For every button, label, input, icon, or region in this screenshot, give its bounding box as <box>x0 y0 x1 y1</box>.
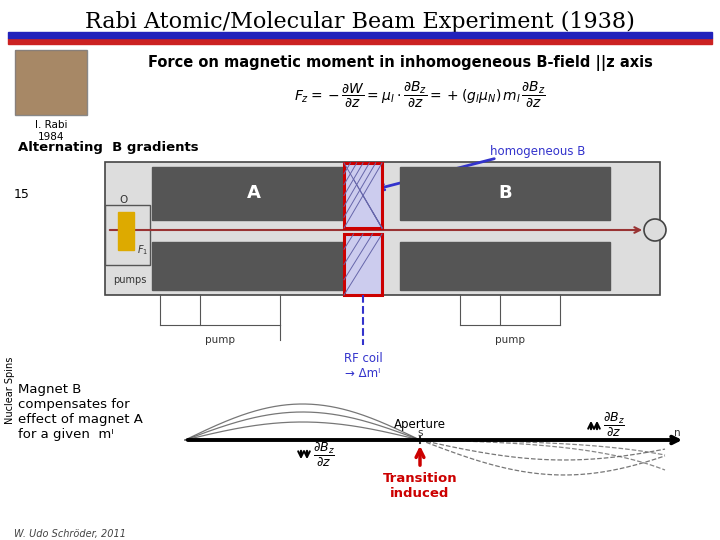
Bar <box>15 50 87 115</box>
Text: Aperture: Aperture <box>394 418 446 431</box>
Text: 15: 15 <box>14 188 30 201</box>
Bar <box>105 205 150 265</box>
Bar <box>118 212 134 250</box>
Text: B: B <box>498 185 512 202</box>
Text: effect of magnet A: effect of magnet A <box>18 413 143 426</box>
Text: Magnet B: Magnet B <box>18 383 81 396</box>
Text: O: O <box>120 195 128 205</box>
Text: pumps: pumps <box>113 275 147 285</box>
Text: Nuclear Spins: Nuclear Spins <box>5 356 15 424</box>
Text: for a given  mᴵ: for a given mᴵ <box>18 428 114 441</box>
Text: Rabi Atomic/Molecular Beam Experiment (1938): Rabi Atomic/Molecular Beam Experiment (1… <box>85 11 635 33</box>
Text: D: D <box>651 225 659 235</box>
Text: I. Rabi
1984: I. Rabi 1984 <box>35 120 67 141</box>
Bar <box>344 234 382 295</box>
Bar <box>15 50 87 115</box>
Bar <box>152 167 355 220</box>
Text: A: A <box>246 185 261 202</box>
Bar <box>8 32 712 38</box>
Bar <box>344 163 382 228</box>
Text: n: n <box>674 428 680 438</box>
Text: Alternating  B gradients: Alternating B gradients <box>18 141 199 154</box>
Bar <box>105 162 660 295</box>
Text: Force on magnetic moment in inhomogeneous B-field ||z axis: Force on magnetic moment in inhomogeneou… <box>148 55 652 71</box>
Text: pump: pump <box>495 335 525 345</box>
Text: $\dfrac{\partial B_z}{\partial z}$: $\dfrac{\partial B_z}{\partial z}$ <box>603 411 625 439</box>
Bar <box>400 167 610 220</box>
Text: W. Udo Schröder, 2011: W. Udo Schröder, 2011 <box>14 529 126 539</box>
Text: homogeneous B: homogeneous B <box>490 145 585 159</box>
Text: s: s <box>418 428 423 438</box>
Bar <box>400 242 610 290</box>
Circle shape <box>644 219 666 241</box>
Bar <box>8 38 712 44</box>
Text: compensates for: compensates for <box>18 398 130 411</box>
Text: $F_z = -\dfrac{\partial W}{\partial z} = \mu_I \cdot \dfrac{\partial B_z}{\parti: $F_z = -\dfrac{\partial W}{\partial z} =… <box>294 79 546 110</box>
Text: $F_1$: $F_1$ <box>137 243 148 257</box>
Text: pump: pump <box>205 335 235 345</box>
Bar <box>152 242 355 290</box>
Text: RF coil
→ Δmᴵ: RF coil → Δmᴵ <box>343 352 382 380</box>
Text: Transition
induced: Transition induced <box>383 472 457 500</box>
Text: $\dfrac{\partial B_z}{\partial z}$: $\dfrac{\partial B_z}{\partial z}$ <box>313 441 335 469</box>
